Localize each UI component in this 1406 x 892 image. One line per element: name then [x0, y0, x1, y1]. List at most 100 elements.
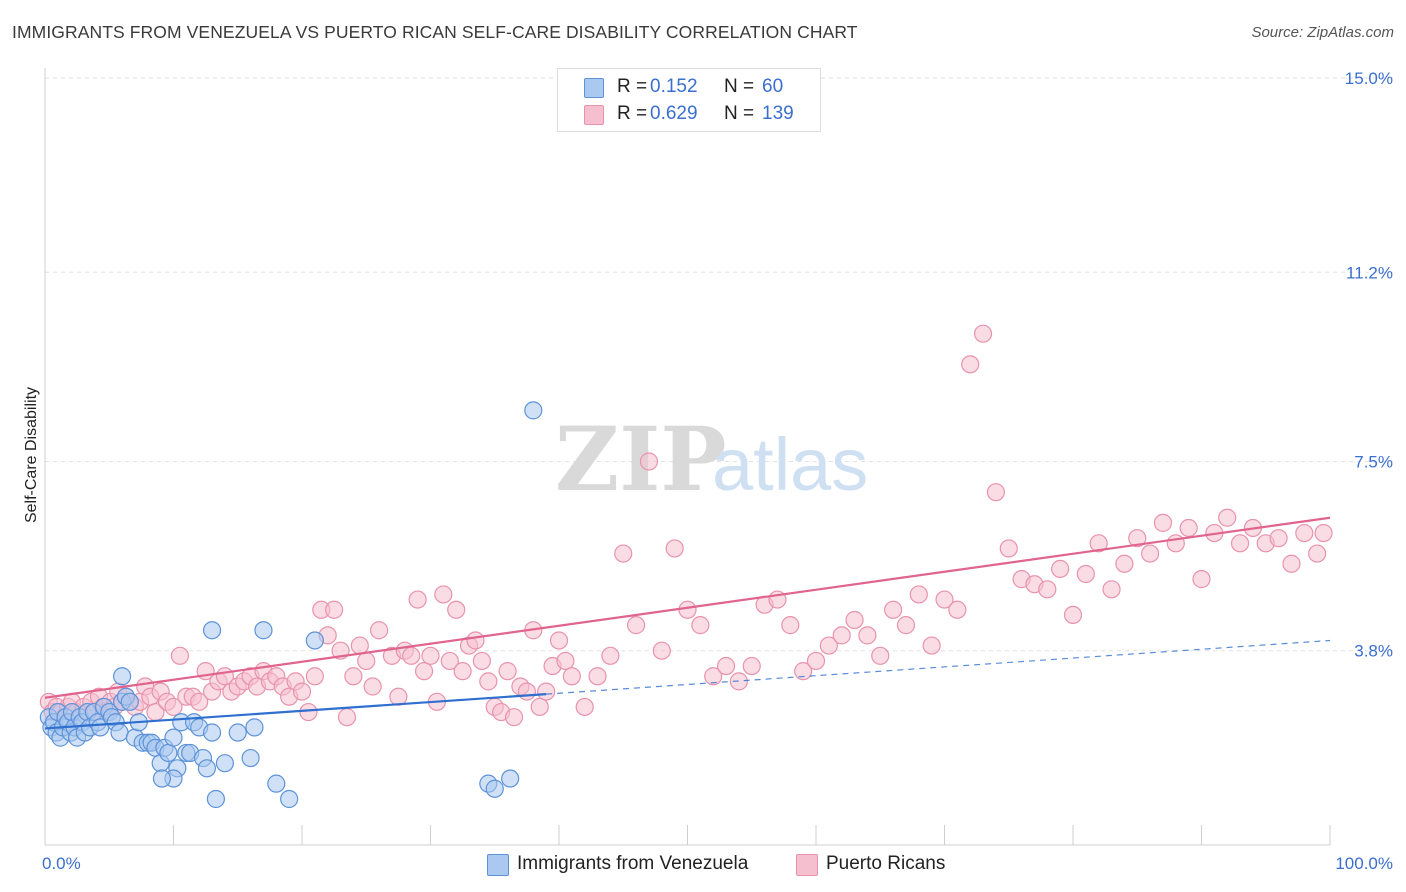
- puerto-ricans-point-117: [909, 585, 928, 604]
- puerto-ricans-point-115: [883, 600, 903, 619]
- puerto-ricans-point-29: [164, 697, 183, 717]
- venezuela-point-28: [120, 692, 139, 711]
- puerto-ricans-point-93: [601, 646, 620, 665]
- trend-line-venezuela: [44, 693, 547, 730]
- venezuela-point-46: [197, 759, 217, 778]
- puerto-ricans-point-60: [363, 677, 382, 696]
- puerto-ricans-point-147: [1295, 523, 1314, 543]
- puerto-ricans-point-137: [1166, 534, 1185, 553]
- legend: R = 0.152 N = 60 R = 0.629 N = 139: [557, 68, 821, 132]
- venezuela-point-53: [254, 621, 273, 640]
- bottom-legend-label-puerto-ricans: Puerto Ricans: [826, 853, 946, 874]
- puerto-ricans-point-141: [1218, 508, 1237, 527]
- puerto-ricans-point-131: [1089, 534, 1108, 553]
- puerto-ricans-point-95: [626, 616, 646, 635]
- trend-line-venezuela-extension: [546, 639, 1331, 695]
- legend-r-value: 0.629: [650, 103, 698, 124]
- puerto-ricans-point-98: [665, 539, 684, 558]
- y-tick-label-0: 3.8%: [1354, 642, 1393, 661]
- venezuela-point-63: [202, 621, 222, 640]
- gridlines: [45, 77, 1395, 652]
- bottom-legend-label-venezuela: Immigrants from Venezuela: [517, 853, 749, 874]
- puerto-ricans-point-139: [1192, 570, 1211, 589]
- puerto-ricans-point-65: [402, 646, 421, 665]
- venezuela-point-37: [159, 743, 178, 763]
- venezuela-point-62: [152, 769, 172, 788]
- puerto-ricans-point-112: [845, 610, 864, 630]
- watermark: ZIP atlas: [555, 407, 868, 511]
- puerto-ricans-point-57: [344, 667, 363, 686]
- puerto-ricans-point-89: [556, 651, 575, 671]
- y-tick-label-3: 15.0%: [1345, 69, 1393, 88]
- venezuela-point-51: [241, 748, 260, 768]
- y-tick-label-2: 11.2%: [1346, 263, 1393, 282]
- legend-row-venezuela: R = 0.152 N = 60: [558, 74, 820, 100]
- puerto-ricans-point-118: [922, 636, 941, 655]
- puerto-ricans-point-103: [729, 672, 749, 691]
- trend-lines: [44, 516, 1331, 730]
- venezuela-point-25: [110, 723, 129, 742]
- puerto-ricans-point-132: [1102, 580, 1121, 599]
- puerto-ricans-point-92: [588, 667, 607, 686]
- puerto-ricans-point-104: [742, 656, 761, 676]
- puerto-ricans-point-123: [986, 483, 1006, 502]
- puerto-ricans-point-63: [389, 687, 408, 706]
- watermark-atlas: atlas: [712, 423, 868, 506]
- puerto-ricans-point-80: [498, 662, 517, 681]
- venezuela-point-56: [305, 631, 324, 650]
- puerto-ricans-point-94: [614, 544, 633, 563]
- series-puerto-ricans: [39, 324, 1333, 727]
- puerto-ricans-point-133: [1115, 554, 1134, 573]
- legend-swatch-blue: [584, 78, 604, 98]
- puerto-ricans-point-88: [549, 631, 569, 650]
- puerto-ricans-point-102: [716, 656, 736, 676]
- venezuela-point-60: [501, 769, 520, 788]
- puerto-ricans-point-142: [1230, 534, 1250, 553]
- puerto-ricans-point-91: [575, 697, 594, 717]
- puerto-ricans-point-136: [1153, 513, 1173, 532]
- tick-labels: 3.8% 7.5% 11.2% 15.0% 0.0% 100.0%: [42, 69, 1393, 873]
- x-tick-label-0: 0.0%: [42, 854, 81, 873]
- venezuela-point-55: [280, 789, 299, 809]
- puerto-ricans-point-138: [1179, 518, 1198, 538]
- legend-n-label: N =: [724, 76, 755, 97]
- puerto-ricans-point-130: [1076, 564, 1095, 584]
- y-tick-label-1: 7.5%: [1354, 453, 1393, 472]
- bottom-legend-swatch-blue: [487, 854, 509, 876]
- puerto-ricans-point-99: [678, 600, 697, 619]
- legend-n-value: 60: [762, 76, 784, 97]
- puerto-ricans-point-134: [1128, 529, 1147, 548]
- puerto-ricans-point-116: [896, 616, 916, 635]
- puerto-ricans-point-61: [370, 621, 389, 640]
- legend-row-puerto-ricans: R = 0.629 N = 139: [558, 101, 820, 127]
- venezuela-point-49: [215, 754, 234, 773]
- chart-title: IMMIGRANTS FROM VENEZUELA VS PUERTO RICA…: [12, 22, 858, 42]
- puerto-ricans-point-76: [472, 651, 491, 671]
- puerto-ricans-point-122: [973, 324, 993, 343]
- puerto-ricans-point-70: [434, 585, 453, 604]
- puerto-ricans-point-49: [292, 682, 312, 701]
- venezuela-point-58: [485, 779, 504, 798]
- puerto-ricans-point-111: [832, 626, 851, 645]
- puerto-ricans-point-83: [517, 682, 536, 701]
- y-axis-label: Self-Care Disability: [23, 387, 40, 523]
- puerto-ricans-point-120: [948, 600, 967, 619]
- legend-r-value: 0.152: [650, 76, 698, 97]
- puerto-ricans-point-100: [691, 616, 710, 635]
- trend-line-puerto-ricans: [44, 516, 1331, 699]
- puerto-ricans-point-66: [408, 590, 427, 609]
- legend-r-label: R =: [617, 76, 648, 97]
- venezuela-point-52: [245, 718, 264, 737]
- puerto-ricans-point-56: [337, 708, 357, 727]
- puerto-ricans-point-129: [1063, 605, 1083, 625]
- puerto-ricans-point-58: [350, 636, 369, 655]
- puerto-ricans-point-96: [639, 452, 659, 471]
- legend-r-label: R =: [617, 103, 648, 124]
- puerto-ricans-point-146: [1282, 554, 1301, 573]
- puerto-ricans-point-119: [935, 590, 954, 609]
- puerto-ricans-point-145: [1269, 529, 1288, 548]
- puerto-ricans-point-71: [440, 651, 459, 671]
- puerto-ricans-point-81: [504, 708, 524, 727]
- puerto-ricans-point-107: [781, 616, 800, 635]
